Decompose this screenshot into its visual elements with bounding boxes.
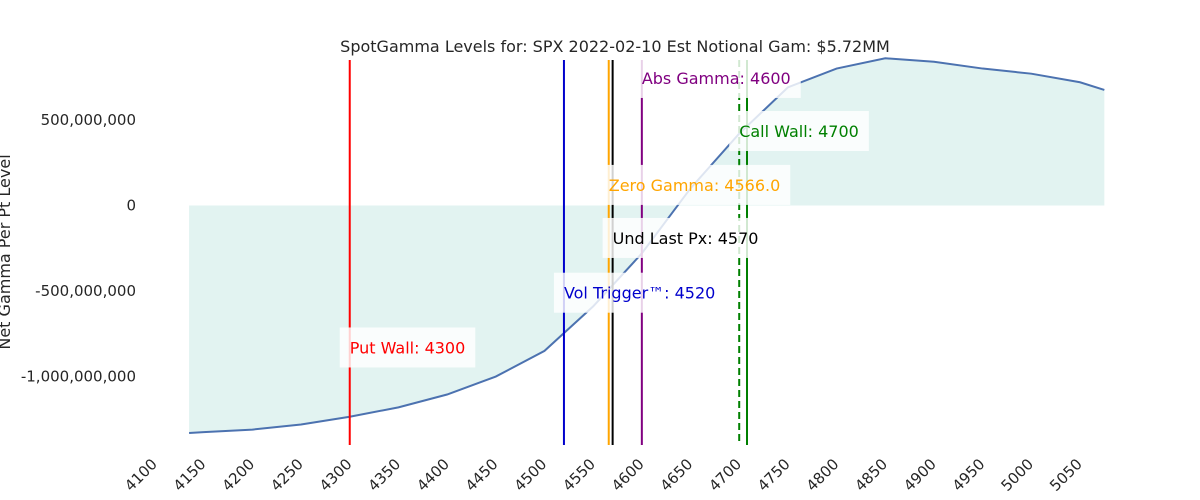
x-tick-label: 4300 bbox=[316, 455, 356, 495]
x-tick-label: 4250 bbox=[267, 455, 307, 495]
x-tick-label: 4200 bbox=[218, 455, 258, 495]
y-axis-label: Net Gamma Per Pt Level bbox=[0, 154, 14, 349]
level-label-text: Put Wall: 4300 bbox=[350, 338, 466, 357]
x-tick-label: 4450 bbox=[462, 455, 502, 495]
level-label-text: Call Wall: 4700 bbox=[739, 122, 859, 141]
level-label-text: Zero Gamma: 4566.0 bbox=[609, 176, 781, 195]
level-label-text: Abs Gamma: 4600 bbox=[642, 69, 791, 88]
level-label-vol-trigger: Vol Trigger™: 4520 bbox=[554, 273, 725, 313]
x-tick-label: 5000 bbox=[997, 455, 1037, 495]
x-tick-label: 4650 bbox=[657, 455, 697, 495]
y-tick-label: 500,000,000 bbox=[41, 111, 136, 129]
x-tick-label: 4850 bbox=[851, 455, 891, 495]
x-tick-label: 4500 bbox=[511, 455, 551, 495]
level-label-zero-gamma: Zero Gamma: 4566.0 bbox=[599, 165, 791, 205]
y-tick-label: 0 bbox=[126, 196, 136, 214]
x-tick-label: 4900 bbox=[900, 455, 940, 495]
plot-area: Put Wall: 4300 Vol Trigger™: 4520 Zero Gam… bbox=[21, 58, 1104, 495]
y-tick-label: -1,000,000,000 bbox=[21, 368, 136, 386]
x-tick-label: 4350 bbox=[365, 455, 405, 495]
x-tick-label: 4400 bbox=[413, 455, 453, 495]
x-tick-label: 4700 bbox=[705, 455, 745, 495]
x-tick-label: 4750 bbox=[754, 455, 794, 495]
x-tick-label: 4150 bbox=[170, 455, 210, 495]
y-tick-label: -500,000,000 bbox=[35, 282, 136, 300]
x-tick-label: 4950 bbox=[949, 455, 989, 495]
level-label-call-wall: Call Wall: 4700 bbox=[729, 111, 869, 151]
x-tick-label: 5050 bbox=[1046, 455, 1086, 495]
level-label-put-wall: Put Wall: 4300 bbox=[340, 327, 476, 367]
x-tick-label: 4800 bbox=[803, 455, 843, 495]
level-label-und-last-px: Und Last Px: 4570 bbox=[603, 218, 769, 258]
x-tick-label: 4550 bbox=[559, 455, 599, 495]
x-tick-label: 4600 bbox=[608, 455, 648, 495]
level-label-abs-gamma: Abs Gamma: 4600 bbox=[632, 58, 801, 98]
level-label-text: Vol Trigger™: 4520 bbox=[564, 284, 715, 303]
level-label-text: Und Last Px: 4570 bbox=[613, 229, 759, 248]
chart-title: SpotGamma Levels for: SPX 2022-02-10 Est… bbox=[340, 37, 890, 56]
x-tick-label: 4100 bbox=[121, 455, 161, 495]
spotgamma-chart: SpotGamma Levels for: SPX 2022-02-10 Est… bbox=[0, 0, 1200, 500]
